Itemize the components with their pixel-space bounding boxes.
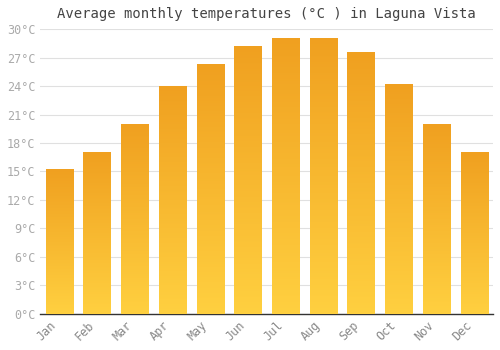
Bar [234,46,262,314]
Title: Average monthly temperatures (°C ) in Laguna Vista: Average monthly temperatures (°C ) in La… [58,7,476,21]
Bar [121,124,148,314]
Bar [46,169,73,314]
Bar [159,86,186,314]
Bar [423,124,450,314]
Bar [272,38,299,314]
Bar [348,53,374,314]
Bar [196,64,224,314]
Bar [460,153,488,314]
Bar [84,153,110,314]
Bar [310,38,337,314]
Bar [385,84,412,314]
